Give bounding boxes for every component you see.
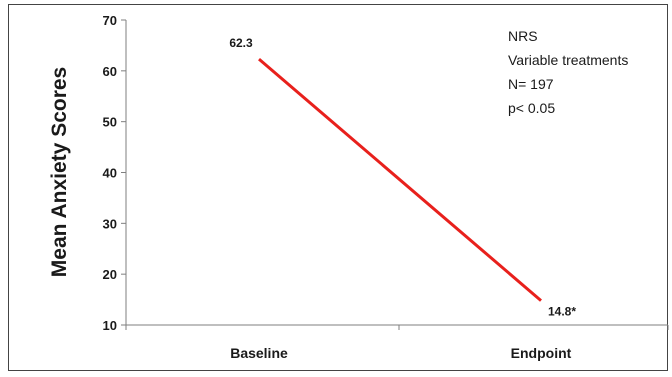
- series: 62.3 14.8*: [229, 36, 576, 318]
- x-category-label: Baseline: [230, 345, 288, 361]
- data-label: 14.8*: [548, 305, 576, 319]
- y-tick-label: 50: [103, 115, 117, 130]
- y-axis-label: Mean Anxiety Scores: [48, 67, 71, 277]
- data-label: 62.3: [229, 36, 253, 50]
- y-tick-label: 30: [103, 216, 117, 231]
- y-tick-label: 60: [103, 64, 117, 79]
- chart-frame: [8, 4, 668, 371]
- y-tick-label: 20: [103, 267, 117, 282]
- annotation-box: NRS Variable treatments N= 197 p< 0.05: [508, 28, 628, 116]
- y-tick-label: 40: [103, 166, 117, 181]
- annotation-line: N= 197: [508, 76, 554, 92]
- y-ticks: 10 20 30 40 50 60 70: [103, 13, 126, 333]
- x-ticks: Baseline Endpoint: [125, 325, 669, 361]
- series-line: [258, 58, 542, 302]
- y-tick-label: 10: [103, 318, 117, 333]
- annotation-line: p< 0.05: [508, 100, 555, 116]
- annotation-line: Variable treatments: [508, 52, 628, 68]
- annotation-line: NRS: [508, 28, 538, 44]
- x-category-label: Endpoint: [511, 345, 572, 361]
- y-tick-label: 70: [103, 13, 117, 28]
